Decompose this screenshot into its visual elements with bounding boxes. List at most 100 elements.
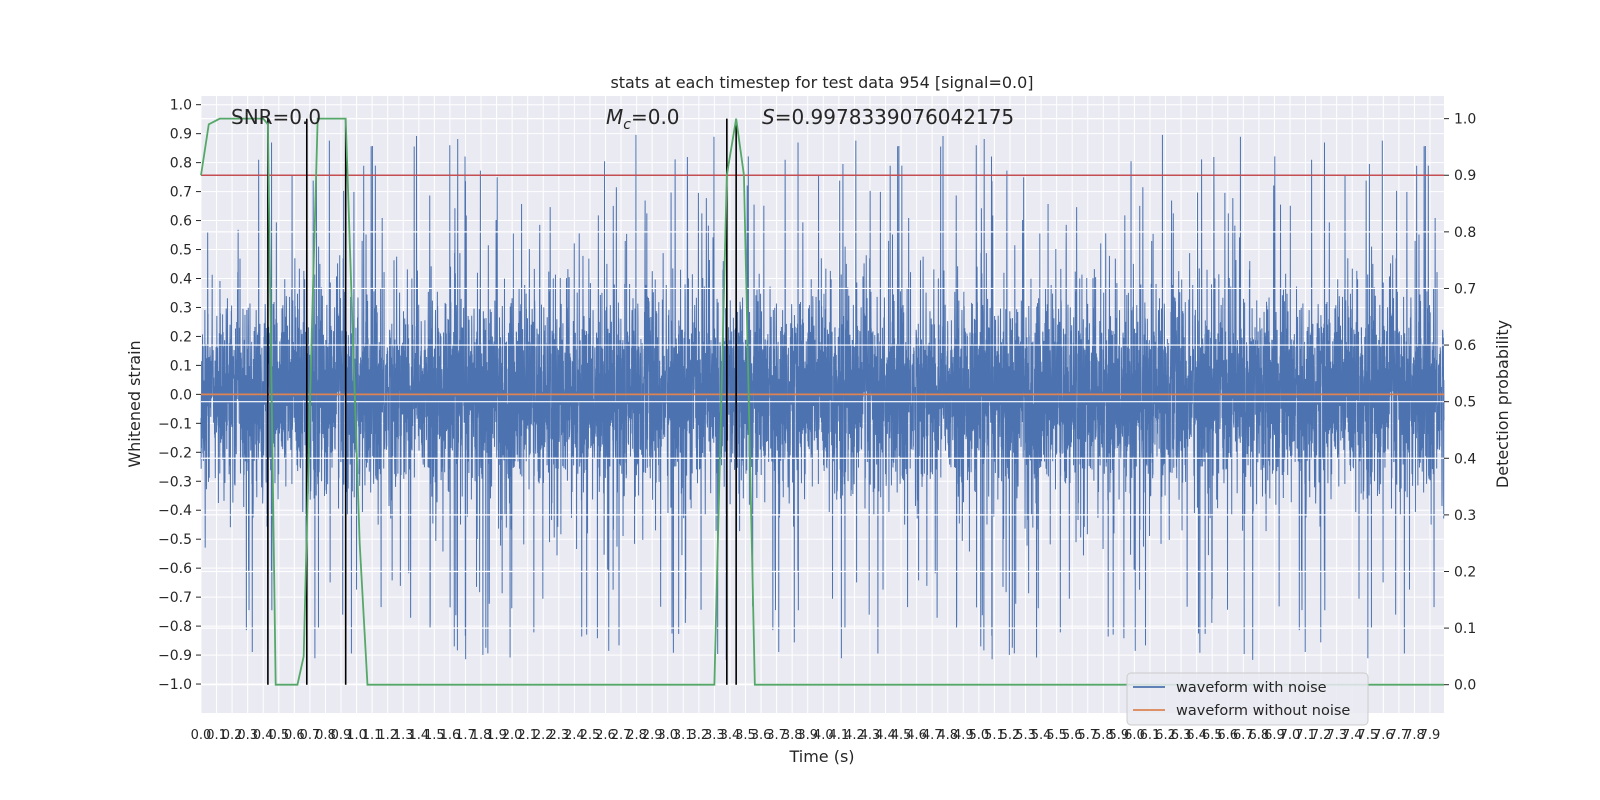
x-tick-label: 1.4: [408, 728, 429, 743]
x-tick-label: 7.4: [1342, 728, 1363, 743]
y-tick-label: 0.8: [170, 156, 192, 172]
y-tick-label: −0.3: [158, 474, 192, 490]
x-tick-label: 6.8: [1249, 728, 1270, 743]
x-tick-label: 2.2: [533, 728, 554, 743]
x-tick-label: 7.8: [1404, 728, 1425, 743]
x-axis-label: Time (s): [788, 747, 854, 766]
x-tick-label: 5.6: [1062, 728, 1083, 743]
x-tick-label: 2.7: [611, 728, 632, 743]
y-tick-label: −0.8: [158, 619, 192, 635]
y-tick-label-right: 0.5: [1454, 395, 1476, 411]
x-tick-label: 1.2: [377, 728, 398, 743]
x-tick-label: 5.0: [969, 728, 990, 743]
x-tick-label: 3.1: [673, 728, 694, 743]
x-tick-label: 0.2: [222, 728, 243, 743]
y-tick-label: 0.3: [170, 300, 192, 316]
x-tick-label: 3.6: [751, 728, 772, 743]
y-tick-label: −0.4: [158, 503, 192, 519]
y-tick-label: −0.5: [158, 532, 192, 548]
x-tick-label: 6.3: [1171, 728, 1192, 743]
y-tick-label-right: 0.4: [1454, 451, 1476, 467]
x-tick-label: 5.5: [1046, 728, 1067, 743]
y-tick-label-right: 0.2: [1454, 564, 1476, 580]
y-tick-label: 0.5: [170, 243, 192, 259]
x-tick-label: 2.3: [548, 728, 569, 743]
y-tick-label: −0.2: [158, 445, 192, 461]
y-gridlines: [201, 104, 1444, 685]
detection-probability-line: [200, 117, 1444, 686]
x-tick-label: 3.8: [782, 728, 803, 743]
x-tick-label: 1.9: [486, 728, 507, 743]
chirp-mass-value: =0.0: [631, 105, 680, 129]
score-annotation: S=0.9978339076042175: [762, 105, 1014, 129]
x-tick-label: 6.7: [1233, 728, 1254, 743]
x-tick-label: 1.6: [440, 728, 461, 743]
x-tick-label: 6.9: [1264, 728, 1285, 743]
x-tick-label: 4.1: [828, 728, 849, 743]
y-tick-label-right: 0.1: [1454, 621, 1476, 637]
x-tick-label: 7.0: [1280, 728, 1301, 743]
y-tick-label: −1.0: [158, 677, 192, 693]
x-tick-label: 2.1: [517, 728, 538, 743]
x-tick-label: 1.7: [455, 728, 476, 743]
y-tick-label: 0.4: [170, 271, 192, 287]
y-tick-labels-left: 1.0 0.9 0.8 0.7 0.6 0.5 0.4 0.3 0.2 0.1 0.0 −0.1 −0.…: [158, 98, 201, 693]
x-tick-label: 1.1: [362, 728, 383, 743]
chirp-mass-annotation: Mc=0.0: [606, 105, 680, 133]
x-tick-label: 5.8: [1093, 728, 1114, 743]
x-tick-label: 4.4: [875, 728, 896, 743]
detection-probability-series: [200, 117, 1444, 686]
x-tick-label: 2.5: [580, 728, 601, 743]
x-tick-label: 6.0: [1124, 728, 1145, 743]
legend-label-noise: waveform with noise: [1176, 680, 1327, 696]
x-tick-label: 5.1: [984, 728, 1005, 743]
chirp-mass-subscript: c: [623, 117, 631, 133]
x-tick-label: 0.6: [284, 728, 305, 743]
x-tick-label: 0.9: [331, 728, 352, 743]
x-tick-label: 1.0: [346, 728, 367, 743]
x-tick-label: 2.6: [595, 728, 616, 743]
waveform-with-noise-series: [200, 134, 1445, 660]
snr-annotation: SNR=0.0: [231, 105, 321, 129]
x-tick-label: 3.5: [735, 728, 756, 743]
x-tick-label: 4.0: [813, 728, 834, 743]
x-tick-label: 7.2: [1311, 728, 1332, 743]
x-tick-label: 0.4: [253, 728, 274, 743]
y-tick-label: 0.1: [170, 358, 192, 374]
x-tick-label: 3.0: [657, 728, 678, 743]
x-tick-label: 1.5: [424, 728, 445, 743]
y-tick-label: −0.7: [158, 590, 192, 606]
y-tick-label: 0.9: [170, 127, 192, 143]
x-tick-label: 6.4: [1186, 728, 1207, 743]
y-tick-label: −0.6: [158, 561, 192, 577]
y-tick-label-right: 0.9: [1454, 168, 1476, 184]
x-tick-label: 2.4: [564, 728, 585, 743]
x-tick-label: 5.9: [1109, 728, 1130, 743]
x-tick-label: 3.4: [720, 728, 741, 743]
x-tick-label: 2.9: [642, 728, 663, 743]
x-tick-label: 4.2: [844, 728, 865, 743]
x-tick-label: 2.8: [626, 728, 647, 743]
x-tick-label: 6.2: [1155, 728, 1176, 743]
x-tick-label: 4.5: [891, 728, 912, 743]
score-symbol: S: [762, 105, 775, 129]
x-tick-label: 4.3: [860, 728, 881, 743]
x-tick-label: 0.5: [268, 728, 289, 743]
x-tick-label: 4.6: [906, 728, 927, 743]
x-tick-label: 6.5: [1202, 728, 1223, 743]
y-tick-label: −0.1: [158, 416, 192, 432]
waveform-with-noise-line: [200, 134, 1445, 660]
y-axis-label: Whitened strain: [125, 340, 144, 467]
x-tick-label: 0.7: [300, 728, 321, 743]
y-axis-label-right: Detection probability: [1493, 320, 1512, 488]
chirp-mass-symbol: M: [606, 105, 623, 129]
x-tick-label: 4.9: [953, 728, 974, 743]
x-tick-label: 0.1: [206, 728, 227, 743]
x-tick-label: 0.3: [237, 728, 258, 743]
y-tick-label-right: 1.0: [1454, 112, 1476, 128]
y-tick-label-right: 0.3: [1454, 508, 1476, 524]
y-tick-label: 0.6: [170, 214, 192, 230]
x-tick-label: 3.9: [797, 728, 818, 743]
x-tick-label: 0.8: [315, 728, 336, 743]
